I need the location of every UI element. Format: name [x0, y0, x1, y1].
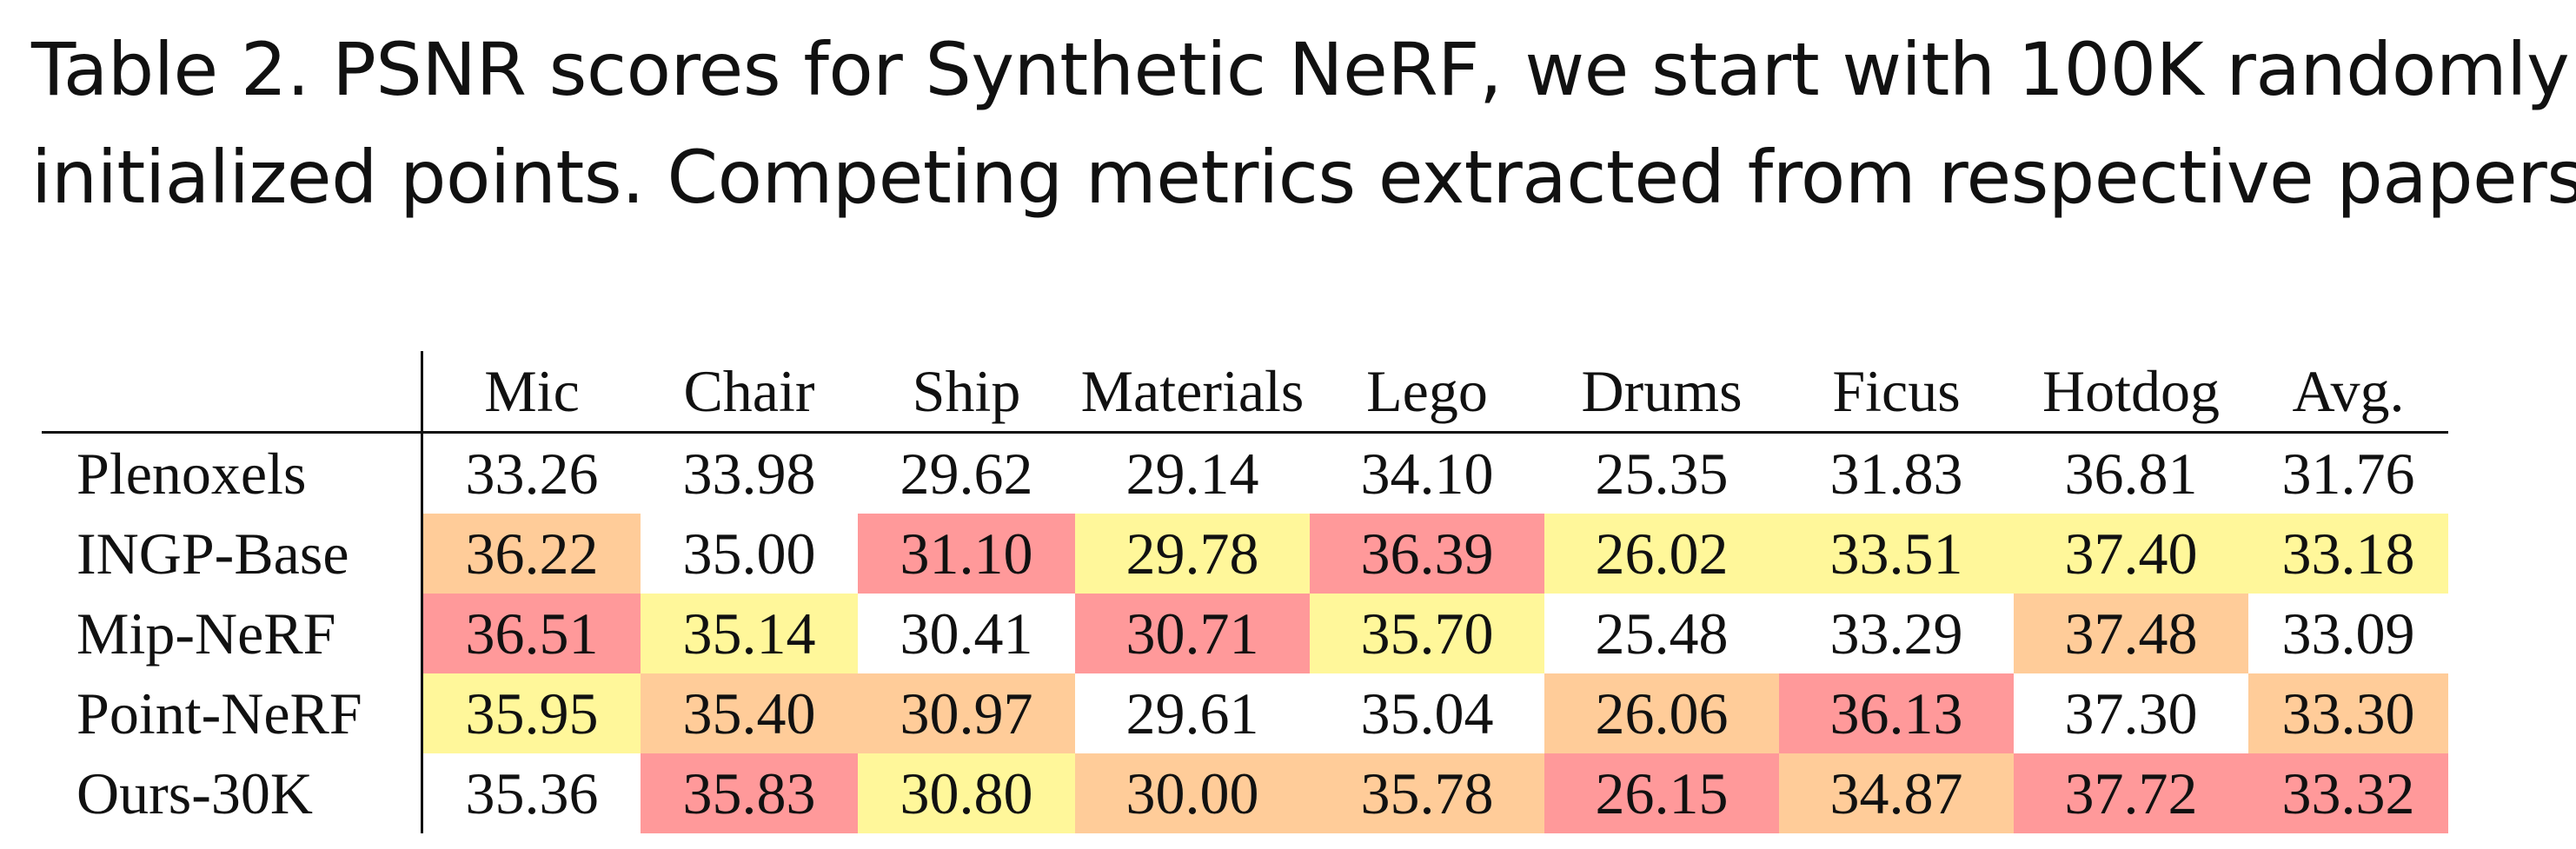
score-cell: 29.61 — [1125, 680, 1259, 746]
score-cell: 35.14 — [641, 594, 858, 673]
score-cell: 25.35 — [1595, 440, 1729, 507]
score-cell: 35.78 — [1310, 753, 1544, 833]
score-cell: 30.41 — [900, 600, 1033, 667]
table-row: Mip-NeRF 36.51 35.14 30.41 30.71 35.70 2… — [42, 594, 2448, 673]
table-row: Ours-30K 35.36 35.83 30.80 30.00 35.78 2… — [42, 753, 2448, 833]
method-name: Plenoxels — [42, 432, 423, 514]
score-cell: 25.48 — [1595, 600, 1729, 667]
header-row: Mic Chair Ship Materials Lego Drums Ficu… — [42, 351, 2448, 433]
method-name: Point-NeRF — [42, 673, 423, 753]
score-cell: 33.18 — [2248, 514, 2448, 594]
method-name: INGP-Base — [42, 514, 423, 594]
score-cell: 33.29 — [1829, 600, 1963, 667]
score-cell: 30.80 — [858, 753, 1075, 833]
score-cell: 31.10 — [858, 514, 1075, 594]
score-cell: 26.06 — [1544, 673, 1779, 753]
score-cell: 37.30 — [2064, 680, 2198, 746]
score-cell: 35.70 — [1310, 594, 1544, 673]
score-cell: 33.98 — [682, 440, 816, 507]
score-cell: 29.78 — [1075, 514, 1310, 594]
column-header: Ship — [912, 357, 1021, 424]
column-header: Drums — [1581, 357, 1743, 424]
table-row: Point-NeRF 35.95 35.40 30.97 29.61 35.04… — [42, 673, 2448, 753]
table-row: INGP-Base 36.22 35.00 31.10 29.78 36.39 … — [42, 514, 2448, 594]
column-header: Avg. — [2292, 357, 2405, 424]
score-cell: 26.15 — [1544, 753, 1779, 833]
method-name: Ours-30K — [42, 753, 423, 833]
score-cell: 35.04 — [1360, 680, 1494, 746]
score-cell: 34.87 — [1779, 753, 2014, 833]
caption-line-2: initialized points. Competing metrics ex… — [31, 135, 2576, 220]
header-corner — [42, 351, 423, 433]
column-header: Mic — [484, 357, 580, 424]
score-cell: 31.76 — [2281, 440, 2415, 507]
score-cell: 30.00 — [1075, 753, 1310, 833]
column-header: Ficus — [1832, 357, 1961, 424]
score-cell: 36.81 — [2064, 440, 2198, 507]
score-cell: 35.40 — [641, 673, 858, 753]
score-cell: 36.22 — [422, 514, 641, 594]
score-cell: 33.32 — [2248, 753, 2448, 833]
psnr-table: Mic Chair Ship Materials Lego Drums Ficu… — [42, 351, 2448, 833]
score-cell: 29.62 — [900, 440, 1033, 507]
score-cell: 35.36 — [465, 759, 599, 826]
column-header: Lego — [1366, 357, 1488, 424]
score-cell: 31.83 — [1829, 440, 1963, 507]
score-cell: 33.51 — [1779, 514, 2014, 594]
score-cell: 29.14 — [1125, 440, 1259, 507]
score-cell: 30.71 — [1075, 594, 1310, 673]
table-row: Plenoxels 33.26 33.98 29.62 29.14 34.10 … — [42, 432, 2448, 514]
column-header: Materials — [1080, 357, 1305, 424]
column-header: Hotdog — [2042, 357, 2220, 424]
score-cell: 35.00 — [682, 520, 816, 587]
score-cell: 33.09 — [2281, 600, 2415, 667]
score-cell: 36.51 — [422, 594, 641, 673]
score-cell: 35.83 — [641, 753, 858, 833]
score-cell: 34.10 — [1360, 440, 1494, 507]
score-cell: 26.02 — [1544, 514, 1779, 594]
score-cell: 33.30 — [2248, 673, 2448, 753]
score-cell: 30.97 — [858, 673, 1075, 753]
score-cell: 37.40 — [2014, 514, 2248, 594]
score-cell: 35.95 — [422, 673, 641, 753]
score-cell: 36.39 — [1310, 514, 1544, 594]
score-cell: 37.48 — [2014, 594, 2248, 673]
score-cell: 37.72 — [2014, 753, 2248, 833]
caption-line-1: Table 2. PSNR scores for Synthetic NeRF,… — [31, 27, 2570, 112]
score-cell: 36.13 — [1779, 673, 2014, 753]
score-cell: 33.26 — [465, 440, 599, 507]
column-header: Chair — [683, 357, 815, 424]
table-caption: Table 2. PSNR scores for Synthetic NeRF,… — [31, 16, 2576, 231]
method-name: Mip-NeRF — [42, 594, 423, 673]
